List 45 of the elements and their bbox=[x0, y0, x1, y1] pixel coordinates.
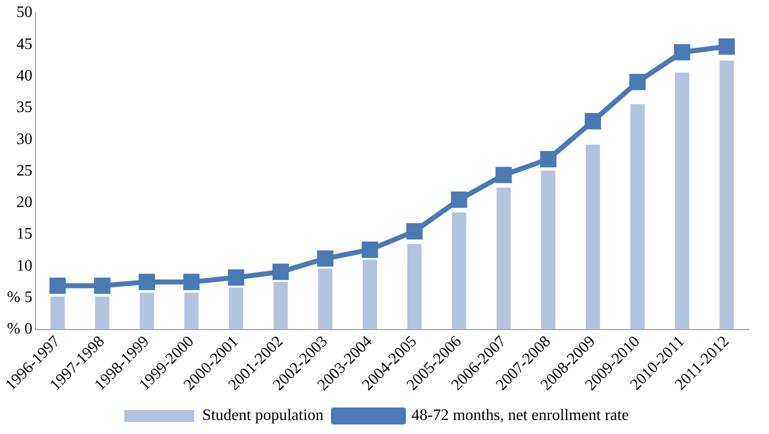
y-tick-label: 15 bbox=[16, 226, 32, 243]
y-tick-label: 20 bbox=[16, 194, 32, 212]
point bbox=[272, 264, 289, 280]
bar bbox=[674, 72, 690, 330]
point bbox=[183, 274, 200, 290]
point bbox=[228, 269, 244, 286]
point bbox=[362, 242, 378, 258]
y-tick-label: 25 bbox=[16, 162, 32, 180]
y-tick-label: 45 bbox=[16, 36, 32, 53]
bar bbox=[228, 288, 244, 330]
point bbox=[406, 223, 423, 240]
bar bbox=[541, 170, 556, 330]
bar bbox=[496, 188, 511, 330]
bar bbox=[140, 292, 154, 330]
y-tick-label: 10 bbox=[16, 257, 32, 274]
point bbox=[138, 274, 155, 290]
y-tick-label: 30 bbox=[16, 130, 32, 148]
legend-label: 48-72 months, net enrollment rate bbox=[412, 407, 629, 424]
bar bbox=[362, 260, 377, 330]
point bbox=[94, 278, 110, 294]
bar bbox=[318, 268, 332, 330]
bar bbox=[586, 144, 600, 330]
bar bbox=[720, 60, 734, 330]
y-tick-label: % 0 bbox=[7, 320, 32, 338]
y-tick-label: 40 bbox=[16, 67, 32, 84]
point bbox=[584, 113, 602, 130]
bar bbox=[95, 296, 110, 330]
point bbox=[674, 44, 690, 60]
bar bbox=[452, 212, 466, 330]
bar bbox=[274, 282, 288, 330]
y-tick-label: 35 bbox=[16, 99, 32, 116]
y-tick-label: % 5 bbox=[7, 288, 32, 306]
bar bbox=[407, 244, 422, 330]
bar bbox=[50, 296, 65, 330]
y-tick-label: 50 bbox=[16, 4, 32, 22]
point bbox=[540, 151, 556, 168]
point bbox=[317, 250, 334, 267]
point bbox=[629, 74, 646, 90]
bar bbox=[184, 292, 199, 330]
point bbox=[450, 192, 468, 208]
point bbox=[496, 166, 512, 184]
legend-label: Student population bbox=[202, 407, 324, 424]
point bbox=[49, 278, 66, 294]
bar bbox=[630, 104, 645, 330]
point bbox=[718, 38, 735, 55]
